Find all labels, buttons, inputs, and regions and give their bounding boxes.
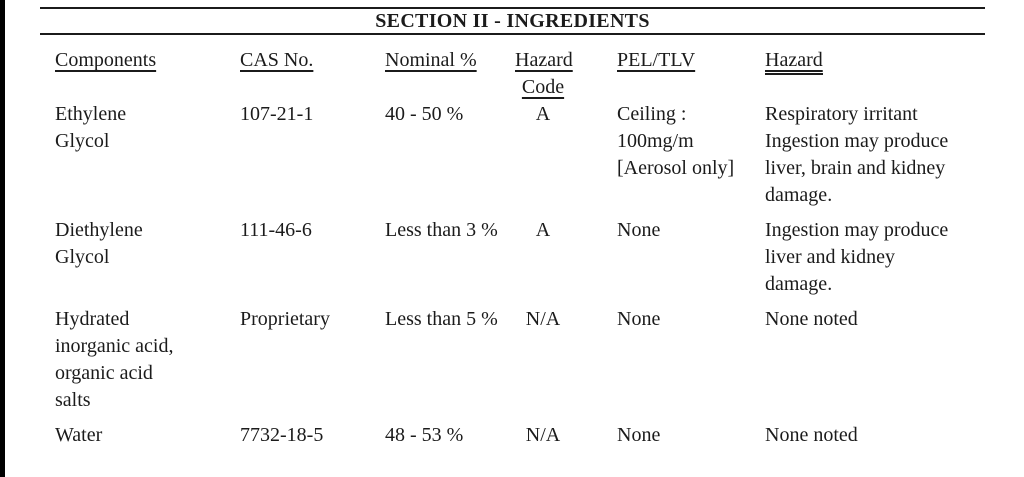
cell-components: Diethylene Glycol <box>55 217 240 298</box>
cell-pel-tlv: Ceiling : 100mg/m [Aerosol only] <box>571 101 765 209</box>
cell-cas-no: 107-21-1 <box>240 101 385 209</box>
cell-nominal-pct: 48 - 53 % <box>385 422 515 449</box>
text-line: A <box>535 219 551 241</box>
text-line: Less than 3 % <box>385 219 498 241</box>
header-cell-pel-tlv: PEL/TLV <box>571 47 765 101</box>
header-line: Components <box>55 47 240 74</box>
cell-hazard-code: A <box>515 217 571 298</box>
text-line: 107-21-1 <box>240 103 314 125</box>
cell-components: Hydrated inorganic acid, organic acid salts <box>55 306 240 414</box>
cell-nominal-pct: Less than 3 % <box>385 217 515 298</box>
table-row: Hydrated inorganic acid, organic acid salts… <box>40 306 985 414</box>
section-title-text: SECTION II - INGREDIENTS <box>375 10 650 32</box>
text-line: None noted <box>765 308 858 330</box>
double-underline-wrap: Hazard <box>765 48 823 75</box>
header-label: Hazard <box>765 49 823 71</box>
header-line: CAS No. <box>240 47 385 74</box>
text-line: Water <box>55 424 103 446</box>
text-line: liver and kidney <box>765 246 895 268</box>
text-line: None <box>617 308 661 330</box>
text-line: Ethylene <box>55 103 127 125</box>
header-label: Hazard <box>515 49 573 71</box>
header-cell-components: Components <box>55 47 240 101</box>
cell-pel-tlv: None <box>571 217 765 298</box>
cell-cas-no: 7732-18-5 <box>240 422 385 449</box>
text-line: salts <box>55 389 91 411</box>
text-line: organic acid <box>55 362 153 384</box>
cell-components: Water <box>55 422 240 449</box>
table-row: Water 7732-18-5 48 - 53 % N/A None None noted <box>40 422 985 449</box>
text-line: N/A <box>525 424 561 446</box>
header-label: Code <box>521 76 565 98</box>
cell-hazard: Ingestion may produce liver and kidney dam… <box>765 217 985 298</box>
cell-hazard-code: N/A <box>515 306 571 414</box>
text-line: liver, brain and kidney <box>765 157 946 179</box>
ingredients-table-header-row: Components CAS No. Nominal % Hazard Code PEL/… <box>40 47 985 101</box>
table-row: Diethylene Glycol 111-46-6 Less than 3 % A No… <box>40 217 985 298</box>
header-label: Components <box>55 49 157 71</box>
header-line: Hazard <box>515 47 573 74</box>
text-line: None <box>617 219 661 241</box>
header-cell-hazard-code: Hazard Code <box>515 47 573 101</box>
text-line: Glycol <box>55 130 110 152</box>
cell-nominal-pct: Less than 5 % <box>385 306 515 414</box>
header-line: Code <box>515 74 571 101</box>
text-line: None <box>617 424 661 446</box>
header-label: Nominal % <box>385 49 477 71</box>
text-line: Ingestion may produce <box>765 130 949 152</box>
cell-cas-no: Proprietary <box>240 306 385 414</box>
ingredients-section: SECTION II - INGREDIENTS Components CAS N… <box>40 7 985 457</box>
cell-hazard-code: A <box>515 101 571 209</box>
text-line: 7732-18-5 <box>240 424 324 446</box>
text-line: 40 - 50 % <box>385 103 464 125</box>
cell-hazard-code: N/A <box>515 422 571 449</box>
header-cell-hazard: Hazard <box>765 47 985 101</box>
cell-hazard: None noted <box>765 422 985 449</box>
cell-components: Ethylene Glycol <box>55 101 240 209</box>
header-cell-cas-no: CAS No. <box>240 47 385 101</box>
cell-cas-no: 111-46-6 <box>240 217 385 298</box>
scan-edge-bar <box>0 0 5 477</box>
text-line: damage. <box>765 184 833 206</box>
cell-pel-tlv: None <box>571 306 765 414</box>
text-line: Hydrated <box>55 308 130 330</box>
table-row: Ethylene Glycol 107-21-1 40 - 50 % A Ceiling … <box>40 101 985 209</box>
header-label: CAS No. <box>240 49 314 71</box>
header-line: Nominal % <box>385 47 515 74</box>
text-line: inorganic acid, <box>55 335 174 357</box>
text-line: None noted <box>765 424 858 446</box>
text-line: 48 - 53 % <box>385 424 464 446</box>
text-line: Proprietary <box>240 308 330 330</box>
text-line: N/A <box>525 308 561 330</box>
text-line: A <box>535 103 551 125</box>
cell-hazard: None noted <box>765 306 985 414</box>
header-line: PEL/TLV <box>617 47 765 74</box>
text-line: damage. <box>765 273 833 295</box>
text-line: Respiratory irritant <box>765 103 918 125</box>
section-title: SECTION II - INGREDIENTS <box>40 7 985 35</box>
text-line: Diethylene <box>55 219 143 241</box>
text-line: 111-46-6 <box>240 219 312 241</box>
header-label: PEL/TLV <box>617 49 696 71</box>
text-line: 100mg/m <box>617 130 694 152</box>
cell-nominal-pct: 40 - 50 % <box>385 101 515 209</box>
cell-hazard: Respiratory irritant Ingestion may produc… <box>765 101 985 209</box>
text-line: Less than 5 % <box>385 308 498 330</box>
text-line: [Aerosol only] <box>617 157 735 179</box>
text-line: Glycol <box>55 246 110 268</box>
header-cell-nominal-pct: Nominal % <box>385 47 515 101</box>
header-line: Hazard <box>765 47 985 75</box>
text-line: Ingestion may produce <box>765 219 949 241</box>
ingredients-table-body: Ethylene Glycol 107-21-1 40 - 50 % A Ceiling … <box>40 101 985 449</box>
cell-pel-tlv: None <box>571 422 765 449</box>
text-line: Ceiling : <box>617 103 687 125</box>
